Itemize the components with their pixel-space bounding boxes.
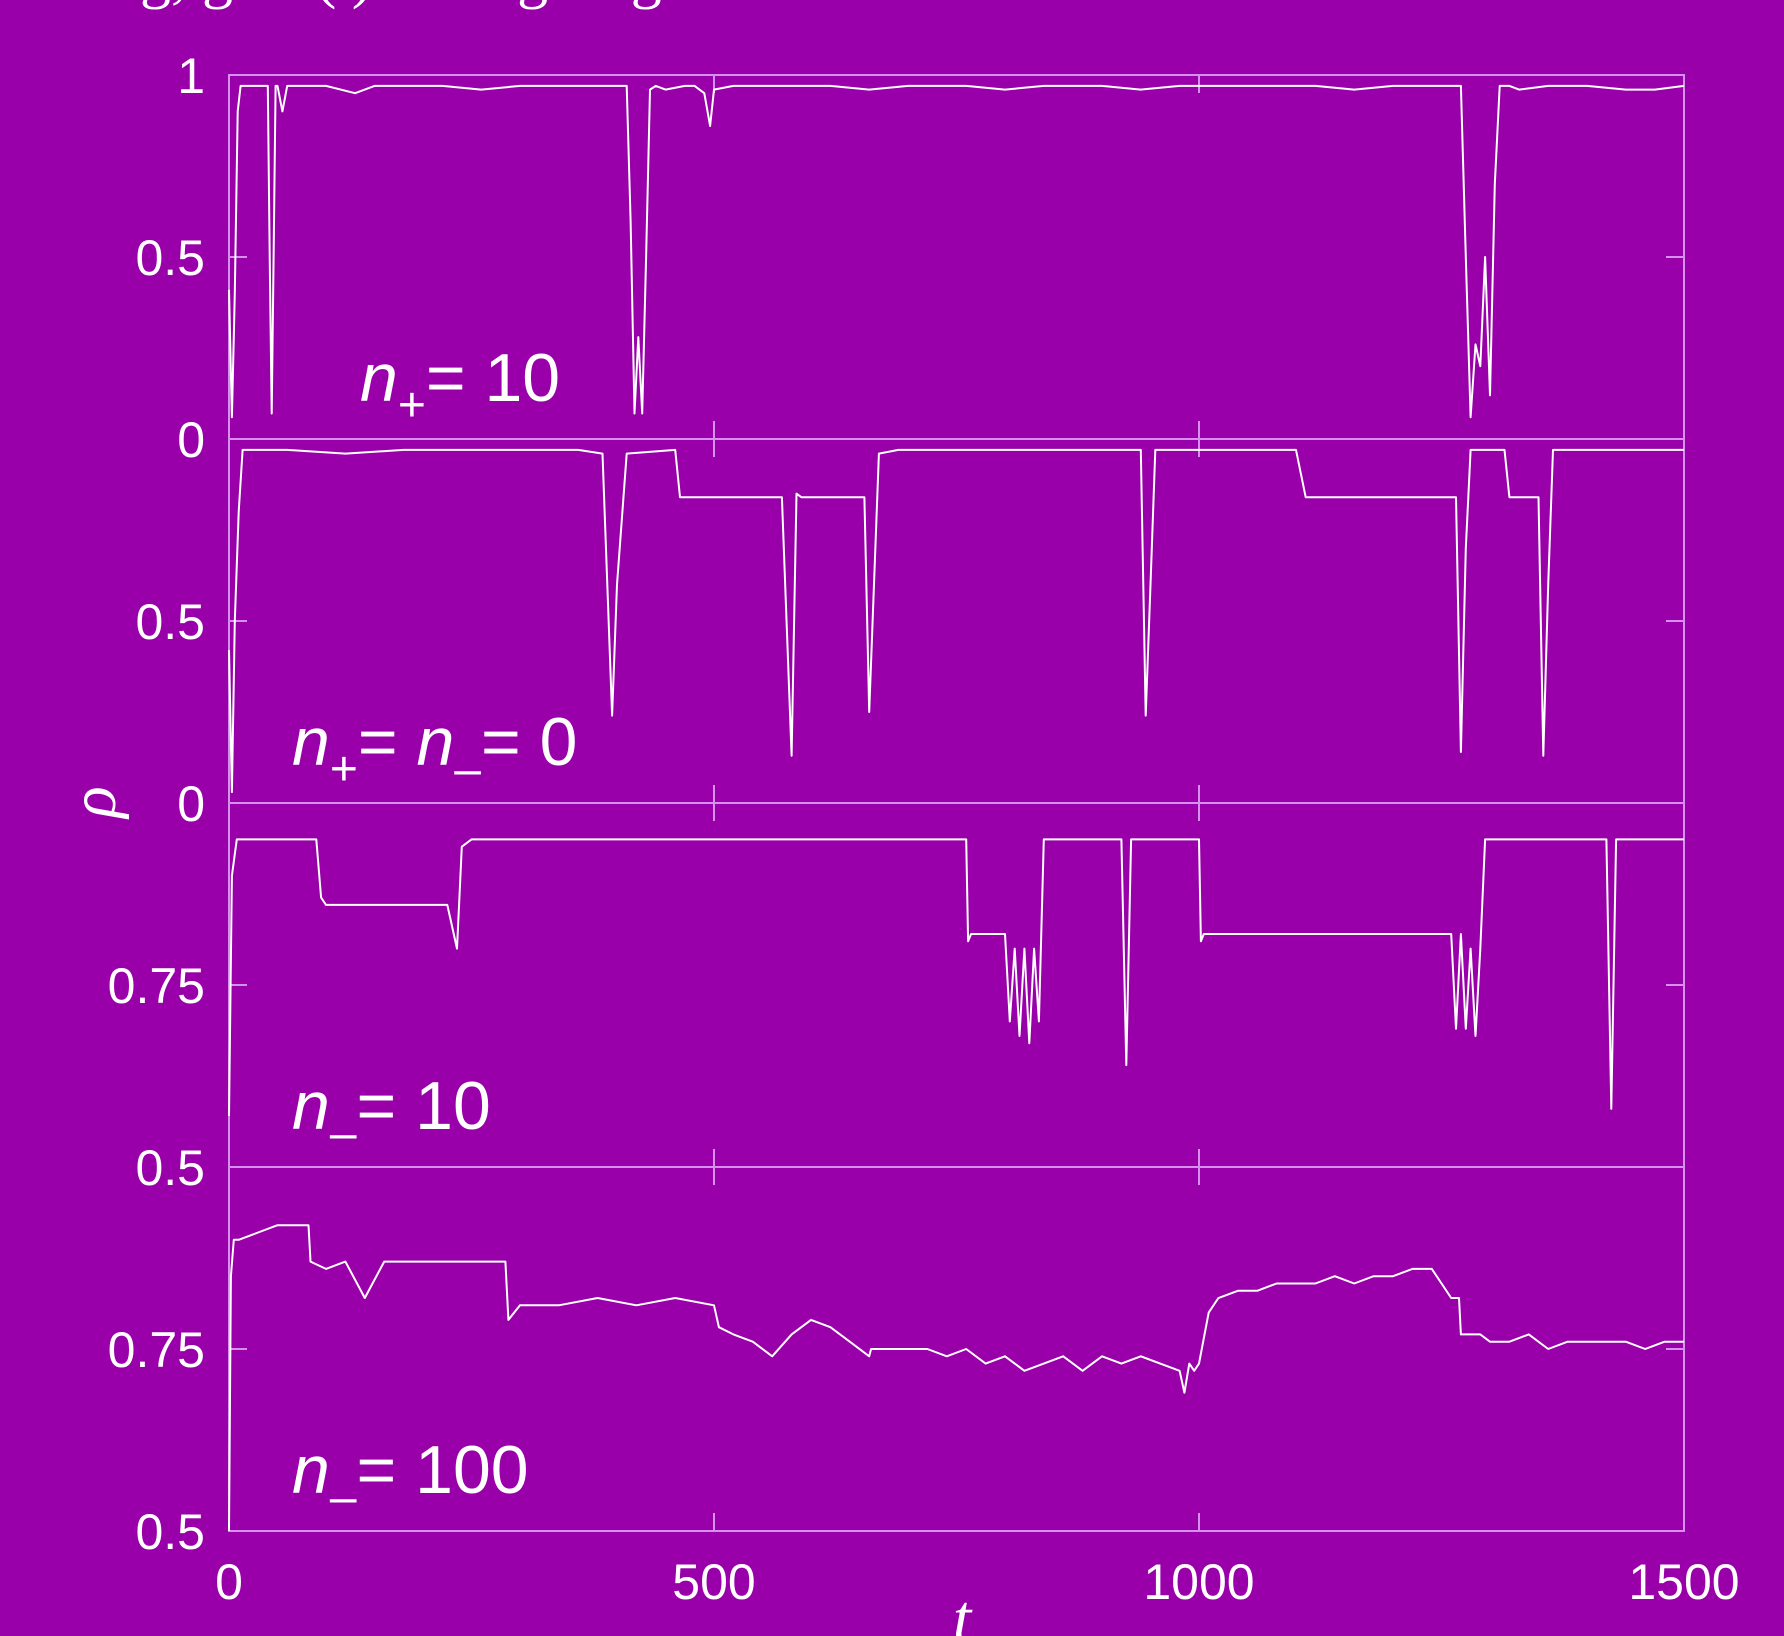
y-tick-label: 0.5 [135,230,205,286]
panel-1: 0 0.5 1 n+= 10 [135,48,1685,468]
y-tick-label: 0 [177,412,205,468]
series-line [228,838,1684,1117]
series-line [228,84,1685,419]
x-axis-label: t [953,1582,973,1636]
panel-annotation: n–= 100 [292,1432,529,1524]
panel-annotation: n–= 10 [292,1068,491,1160]
x-tick-label: 1000 [1143,1554,1254,1610]
x-tick-label: 500 [672,1554,755,1610]
panels: 00.51n+= 1000.5n+= n–= 00.50.75n–= 100.5… [108,48,1685,1560]
panel-3: 0.5 0.75 n–= 10 [108,802,1685,1196]
panel-2: 0 0.5 n+= n–= 0 [135,438,1685,832]
y-axis-label: ρ [57,786,130,820]
y-tick-label: 0.75 [108,1322,205,1378]
x-tick-label: 0 [215,1554,243,1610]
panel-annotation: n+= n–= 0 [292,704,577,796]
y-tick-label: 0.5 [135,1504,205,1560]
clipped-caption-text: g, gr n ( ) n r n g r ng [140,0,662,10]
x-tick-label: 1500 [1628,1554,1739,1610]
series-line [228,448,1684,794]
panel-annotation: n+= 10 [360,340,560,432]
series-line [228,1224,1684,1532]
panel-4: 0.5 0.75 n–= 100 [108,1166,1685,1560]
y-tick-label: 1 [177,48,205,104]
x-tick-labels: 0 500 1000 1500 [215,1554,1740,1610]
y-tick-label: 0.5 [135,594,205,650]
y-tick-label: 0.75 [108,958,205,1014]
y-tick-label: 0.5 [135,1140,205,1196]
y-tick-label: 0 [177,776,205,832]
